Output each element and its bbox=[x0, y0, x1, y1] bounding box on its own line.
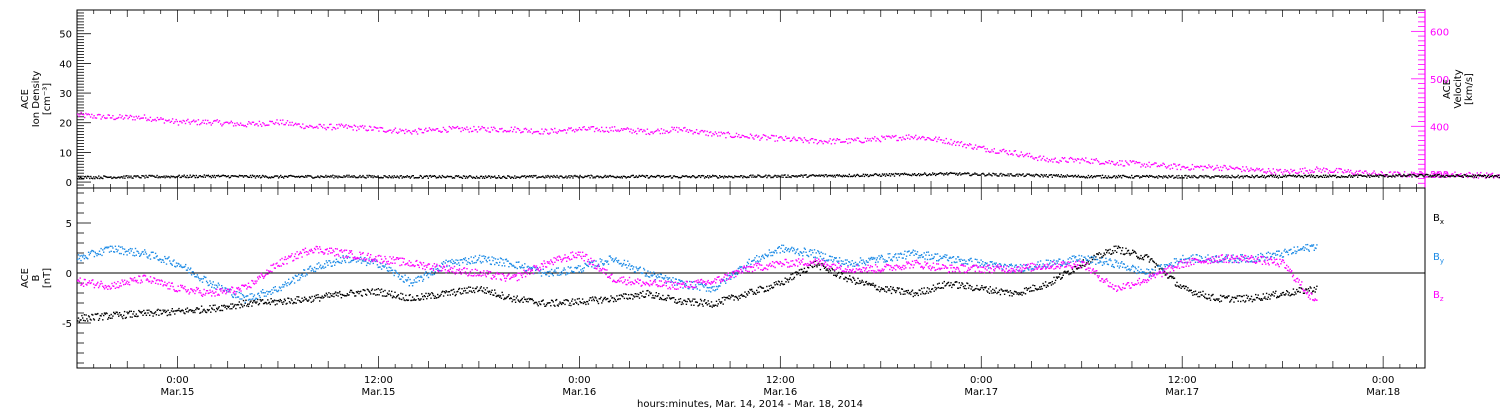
top-left-axis: 0 10 20 30 40 50 bbox=[59, 9, 91, 189]
bottom-panel-frame bbox=[76, 187, 1426, 369]
bz-series bbox=[77, 245, 1318, 302]
x-tick-date-label: Mar.15 bbox=[361, 387, 395, 398]
bottom-left-tick-label: 0 bbox=[66, 269, 72, 280]
x-tick-time-label: 12:00 bbox=[1168, 375, 1197, 386]
x-tick-time-label: 12:00 bbox=[766, 375, 795, 386]
by-series bbox=[77, 243, 1318, 304]
x-tick-time-label: 0:00 bbox=[970, 375, 992, 386]
density-series bbox=[77, 171, 1500, 180]
legend-entry-bz: Bz bbox=[1433, 290, 1444, 303]
velocity-series bbox=[77, 111, 1500, 179]
x-tick-date-label: Mar.16 bbox=[763, 387, 797, 398]
top-left-axis-title: ACEIon Density[cm⁻³] bbox=[20, 71, 53, 128]
top-right-tick-label: 500 bbox=[1430, 75, 1449, 86]
top-panel-frame bbox=[76, 9, 1426, 189]
x-tick-date-label: Mar.16 bbox=[562, 387, 596, 398]
top-right-tick-label: 400 bbox=[1430, 122, 1449, 133]
x-tick-date-label: Mar.15 bbox=[161, 387, 195, 398]
top-panel: 0 10 20 30 40 5030 0 400 500 600 ACEIon Density[cm… bbox=[20, 9, 1500, 189]
x-tick-time-label: 0:00 bbox=[1372, 375, 1394, 386]
bx-series bbox=[77, 245, 1318, 323]
x-tick-date-label: Mar.17 bbox=[1165, 387, 1199, 398]
top-left-tick-label: 50 bbox=[59, 30, 72, 41]
bottom-panel: -5 0 5 ACEB[nT] Bx By Bz bbox=[20, 187, 1444, 369]
bottom-left-tick-label: -5 bbox=[62, 319, 72, 330]
legend: Bx By Bz bbox=[1433, 213, 1444, 303]
legend-entry-bx: Bx bbox=[1433, 213, 1444, 226]
top-left-tick-label: 20 bbox=[59, 119, 72, 130]
top-left-tick-label: 0 bbox=[66, 178, 72, 189]
bottom-left-axis-title: ACEB[nT] bbox=[20, 268, 53, 288]
x-tick-time-label: 0:00 bbox=[568, 375, 590, 386]
x-axis: 0:00Mar.1512:00Mar.150:00Mar.1612:00Mar.… bbox=[76, 10, 1417, 398]
x-tick-time-label: 0:00 bbox=[166, 375, 188, 386]
top-left-tick-label: 10 bbox=[59, 148, 72, 159]
bottom-left-tick-label: 5 bbox=[66, 219, 72, 230]
x-tick-date-label: Mar.18 bbox=[1366, 387, 1400, 398]
top-right-axis-title: ACEVelocity[km/s] bbox=[1442, 69, 1475, 108]
x-tick-date-label: Mar.17 bbox=[964, 387, 998, 398]
top-left-tick-label: 30 bbox=[59, 89, 72, 100]
top-right-tick-label: 600 bbox=[1430, 27, 1449, 38]
x-tick-time-label: 12:00 bbox=[364, 375, 393, 386]
x-axis-title: hours:minutes, Mar. 14, 2014 - Mar. 18, … bbox=[637, 399, 863, 410]
legend-entry-by: By bbox=[1433, 252, 1444, 265]
top-left-tick-label: 40 bbox=[59, 59, 72, 70]
